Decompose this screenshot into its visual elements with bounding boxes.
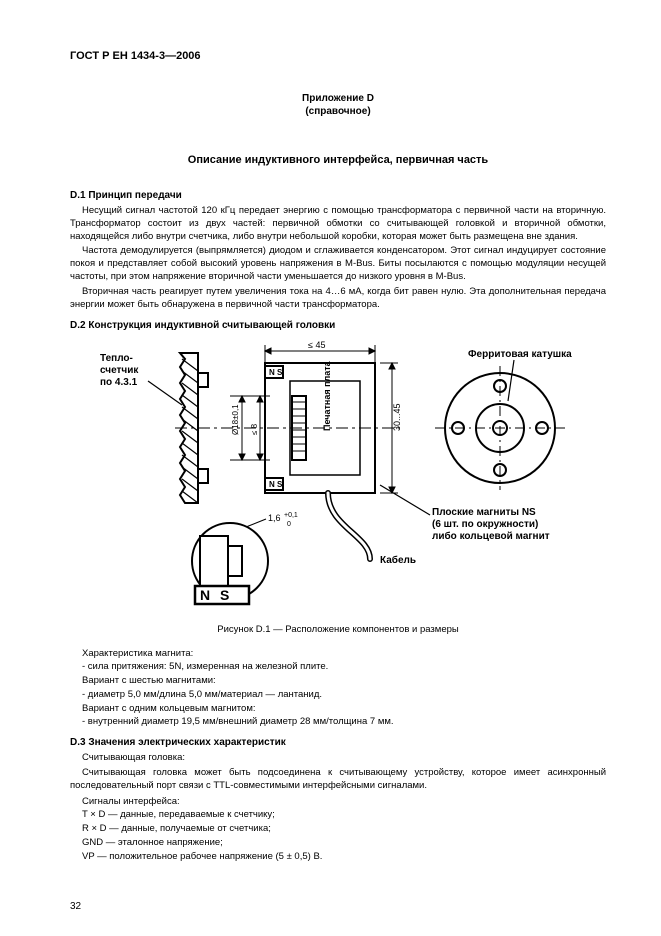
variant1: Вариант с одним кольцевым магнитом: xyxy=(70,702,606,716)
svg-text:N S: N S xyxy=(200,587,232,603)
svg-text:Печатная плата: Печатная плата xyxy=(322,360,332,431)
variant6-bullet: - диаметр 5,0 мм/длина 5,0 мм/материал —… xyxy=(70,688,606,702)
svg-text:Плоские магниты NS: Плоские магниты NS xyxy=(432,507,536,518)
d3-sig3: GND — эталонное напряжение; xyxy=(70,836,606,850)
magnet-bullet-1: - сила притяжения: 5N, измеренная на жел… xyxy=(70,660,606,674)
figure-d1: Тепло- счетчик по 4.3.1 xyxy=(70,341,606,616)
svg-text:либо кольцевой магнит: либо кольцевой магнит xyxy=(432,530,550,542)
section-d2-head: D.2 Конструкция индуктивной считывающей … xyxy=(70,320,606,331)
svg-text:+0,1: +0,1 xyxy=(284,512,298,519)
svg-text:Ферритовая катушка: Ферритовая катушка xyxy=(468,349,572,360)
annex-label: Приложение D (справочное) xyxy=(70,92,606,118)
doc-header: ГОСТ Р ЕН 1434-3—2006 xyxy=(70,50,606,62)
annex-line2: (справочное) xyxy=(305,106,370,117)
d3-sig1: T × D — данные, передаваемые к счетчику; xyxy=(70,808,606,822)
svg-text:Ø18±0,1: Ø18±0,1 xyxy=(231,403,240,434)
d1-para-3: Вторичная часть реагирует путем увеличен… xyxy=(70,286,606,312)
svg-text:Кабель: Кабель xyxy=(380,554,416,566)
page-title: Описание индуктивного интерфейса, первич… xyxy=(70,154,606,166)
d1-para-2: Частота демодулируется (выпрямляется) ди… xyxy=(70,245,606,283)
annex-line1: Приложение D xyxy=(302,93,374,104)
page-number: 32 xyxy=(70,901,81,912)
d3-line1: Считывающая головка: xyxy=(70,752,606,765)
svg-text:счетчик: счетчик xyxy=(100,365,139,376)
svg-text:Тепло-: Тепло- xyxy=(100,353,133,364)
magnet-intro: Характеристика магнита: xyxy=(70,647,606,661)
svg-text:0: 0 xyxy=(287,521,291,528)
variant6: Вариант с шестью магнитами: xyxy=(70,674,606,688)
svg-text:N S: N S xyxy=(269,480,283,489)
svg-text:N S: N S xyxy=(269,368,283,377)
figure-caption: Рисунок D.1 — Расположение компонентов и… xyxy=(70,624,606,635)
section-d3-head: D.3 Значения электрических характеристик xyxy=(70,737,606,748)
d3-para1: Считывающая головка может быть подсоедин… xyxy=(70,767,606,793)
variant1-bullet: - внутренний диаметр 19,5 мм/внешний диа… xyxy=(70,715,606,729)
svg-text:по 4.3.1: по 4.3.1 xyxy=(100,377,138,388)
section-d1-head: D.1 Принцип передачи xyxy=(70,190,606,201)
d3-sig4: VP — положительное рабочее напряжение (5… xyxy=(70,850,606,864)
svg-text:(6 шт. по окружности): (6 шт. по окружности) xyxy=(432,519,538,530)
svg-text:1,6: 1,6 xyxy=(268,513,281,523)
svg-text:30...45: 30...45 xyxy=(392,403,402,431)
svg-text:≤ 45: ≤ 45 xyxy=(308,341,325,350)
d3-sig-intro: Сигналы интерфейса: xyxy=(70,795,606,809)
d1-para-1: Несущий сигнал частотой 120 кГц передает… xyxy=(70,205,606,243)
d3-sig2: R × D — данные, получаемые от счетчика; xyxy=(70,822,606,836)
svg-text:≤ 8: ≤ 8 xyxy=(250,423,259,435)
